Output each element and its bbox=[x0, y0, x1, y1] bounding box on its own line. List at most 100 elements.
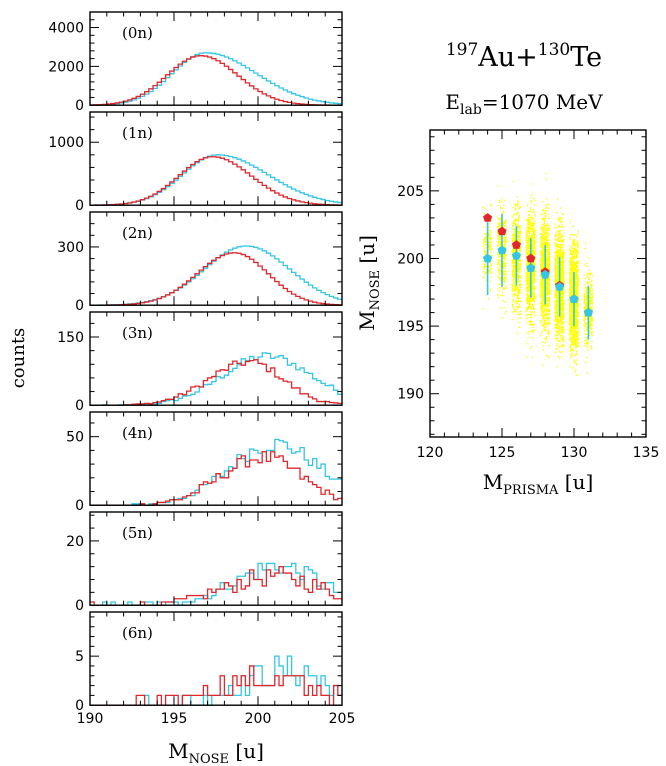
scatter-point bbox=[527, 248, 530, 250]
scatter-point bbox=[511, 224, 514, 227]
scatter-point bbox=[528, 294, 530, 296]
scatter-point bbox=[525, 317, 528, 320]
scatter-point bbox=[531, 304, 534, 307]
histogram-red-series bbox=[90, 359, 342, 406]
scatter-point bbox=[533, 197, 535, 200]
scatter-point bbox=[518, 290, 521, 292]
scatter-point bbox=[498, 276, 500, 279]
scatter-point bbox=[498, 271, 500, 273]
scatter-point bbox=[512, 239, 514, 241]
scatter-point bbox=[544, 342, 546, 344]
scatter-point bbox=[512, 180, 515, 183]
scatter-point bbox=[483, 277, 485, 279]
scatter-point bbox=[546, 227, 548, 230]
scatter-point bbox=[542, 244, 545, 247]
scatter-point bbox=[503, 275, 506, 277]
scatter-point bbox=[513, 249, 515, 251]
scatter-point bbox=[546, 243, 549, 246]
scatter-point bbox=[547, 288, 550, 290]
scatter-point bbox=[496, 294, 499, 296]
scatter-point bbox=[533, 311, 536, 313]
scatter-point bbox=[541, 312, 544, 314]
scatter-point bbox=[505, 262, 507, 264]
scatter-point bbox=[498, 238, 500, 241]
histogram-cyan-series bbox=[90, 438, 342, 506]
scatter-point bbox=[554, 323, 557, 326]
scatter-point bbox=[555, 268, 557, 270]
scatter-point bbox=[489, 229, 492, 232]
scatter-point bbox=[483, 268, 485, 270]
scatter-point bbox=[512, 222, 515, 224]
scatter-point bbox=[516, 286, 519, 289]
scatter-point bbox=[525, 314, 528, 316]
scatter-point bbox=[517, 216, 520, 218]
scatter-point bbox=[528, 219, 531, 222]
scatter-point bbox=[518, 267, 521, 269]
scatter-point bbox=[545, 337, 548, 339]
scatter-point bbox=[541, 289, 543, 291]
scatter-point bbox=[518, 326, 520, 329]
scatter-point bbox=[490, 251, 492, 254]
scatter-point bbox=[513, 273, 515, 276]
scatter-point bbox=[501, 291, 504, 294]
scatter-point bbox=[544, 217, 547, 219]
scatter-point bbox=[489, 237, 491, 240]
scatter-point bbox=[505, 278, 507, 281]
scatter-point bbox=[531, 324, 534, 326]
scatter-point bbox=[513, 286, 515, 288]
y-tick-label: 20 bbox=[66, 534, 84, 550]
scatter-point bbox=[546, 317, 549, 319]
scatter-point bbox=[528, 303, 531, 305]
scatter-point bbox=[518, 232, 521, 235]
scatter-point bbox=[541, 237, 544, 239]
scatter-point bbox=[540, 266, 543, 269]
scatter-point bbox=[559, 255, 561, 258]
scatter-point bbox=[542, 251, 545, 253]
scatter-point bbox=[485, 239, 488, 241]
scatter-point bbox=[540, 259, 542, 262]
y-tick-label: 50 bbox=[66, 430, 84, 446]
scatter-point bbox=[541, 248, 544, 251]
scatter-point bbox=[488, 236, 491, 239]
scatter-point bbox=[499, 265, 501, 267]
scatter-point bbox=[530, 322, 532, 325]
scatter-point bbox=[525, 278, 528, 280]
scatter-point bbox=[560, 335, 562, 337]
scatter-point bbox=[526, 232, 528, 235]
scatter-point bbox=[498, 267, 500, 270]
scatter-point bbox=[540, 304, 542, 307]
scatter-point bbox=[540, 263, 542, 265]
scatter-point bbox=[514, 266, 516, 269]
scatter-point bbox=[497, 221, 500, 224]
scatter-point bbox=[531, 230, 533, 233]
scatter-point bbox=[532, 233, 534, 236]
scatter-point bbox=[546, 260, 548, 263]
scatter-point bbox=[560, 331, 562, 333]
scatter-point bbox=[482, 242, 485, 245]
scatter-point bbox=[534, 233, 536, 235]
scatter-point bbox=[529, 222, 532, 225]
scatter-point bbox=[514, 308, 516, 311]
scatter-point bbox=[532, 272, 535, 275]
scatter-point bbox=[503, 237, 505, 239]
scatter-point bbox=[526, 231, 529, 234]
scatter-point bbox=[532, 307, 535, 309]
scatter-point bbox=[527, 241, 530, 243]
scatter-point bbox=[545, 210, 547, 212]
scatter-point bbox=[489, 242, 491, 245]
scatter-point bbox=[503, 220, 505, 223]
scatter-point bbox=[548, 217, 550, 219]
scatter-point bbox=[559, 244, 562, 246]
scatter-point bbox=[514, 274, 516, 276]
scatter-point bbox=[544, 337, 546, 340]
scatter-point bbox=[498, 225, 500, 227]
scatter-point bbox=[547, 302, 550, 305]
scatter-point bbox=[513, 283, 516, 286]
scatter-point bbox=[514, 205, 517, 207]
scatter-point bbox=[542, 297, 545, 299]
scatter-point bbox=[531, 297, 533, 300]
scatter-point bbox=[527, 216, 530, 219]
scatter-point bbox=[488, 266, 490, 268]
scatter-point bbox=[512, 282, 515, 284]
